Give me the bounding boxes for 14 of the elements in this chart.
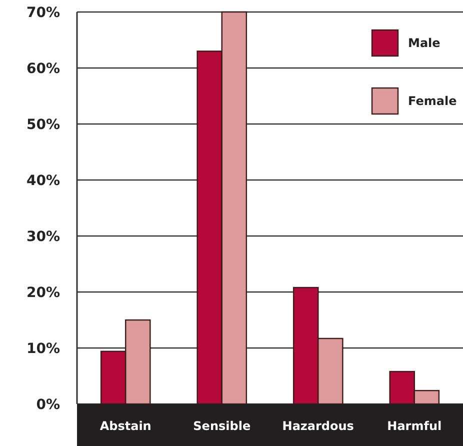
y-tick-label: 0% (36, 396, 60, 413)
x-tick-label: Harmful (387, 419, 442, 434)
y-tick-label: 30% (26, 228, 60, 245)
y-tick-label: 50% (26, 116, 60, 133)
y-tick-label: 10% (26, 340, 60, 357)
legend-label: Male (408, 36, 440, 50)
legend-label: Female (408, 94, 457, 108)
x-tick-label: Abstain (100, 419, 152, 434)
y-tick-label: 40% (26, 172, 60, 189)
x-tick-label: Hazardous (282, 419, 354, 434)
x-tick-label: Sensible (193, 419, 251, 434)
y-tick-label: 20% (26, 284, 60, 301)
y-tick-label: 70% (26, 4, 60, 21)
y-tick-label: 60% (26, 60, 60, 77)
